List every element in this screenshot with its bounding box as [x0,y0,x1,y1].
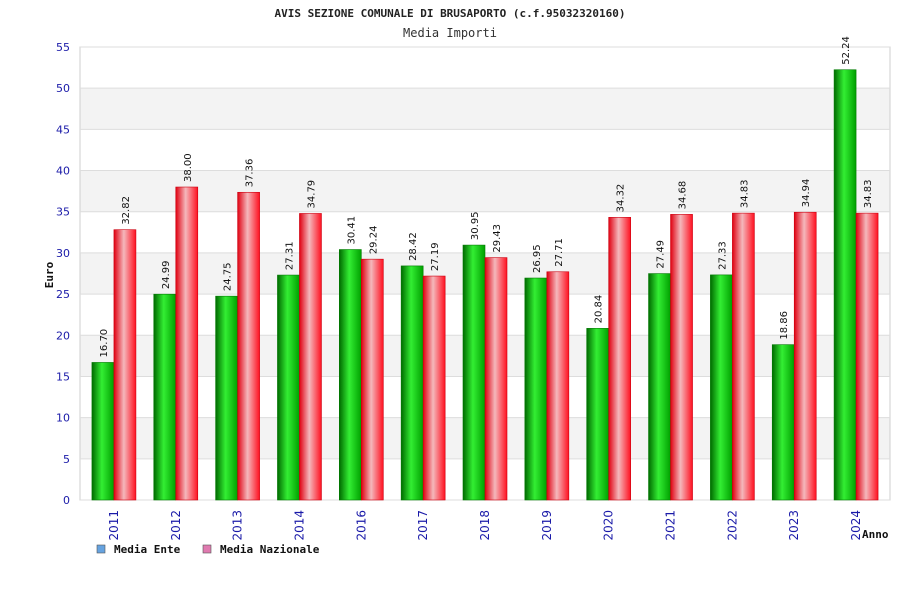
legend-swatch-media-ente [96,544,106,554]
value-label: 32.82 [121,196,132,225]
bar-media-ente [91,362,115,501]
x-tick-label: 2023 [787,510,801,541]
x-tick-label: 2011 [107,510,121,541]
y-tick-label: 45 [56,123,70,136]
x-tick-label: 2014 [292,510,306,541]
bar-media-ente [462,244,486,501]
legend-swatch-media-nazionale [202,544,212,554]
plot-band [80,129,890,171]
bars [91,69,879,501]
y-tick-label: 25 [56,288,70,301]
bar-media-nazionale [361,258,384,501]
bar-media-ente [710,274,733,501]
value-label: 34.32 [616,184,627,213]
bar-media-ente [215,295,238,501]
value-label: 30.95 [470,211,481,240]
bar-media-ente [648,273,671,501]
x-tick-label: 2024 [849,510,863,541]
x-tick-label: 2013 [231,510,245,541]
value-label: 16.70 [99,329,110,358]
x-tick-label: 2022 [725,510,739,541]
x-tick-label: 2017 [416,510,430,541]
x-tick-label: 2018 [478,510,492,541]
plot-band [80,47,890,89]
bar-media-nazionale [113,229,137,501]
value-label: 24.99 [161,261,172,290]
y-tick-label: 30 [56,247,70,260]
value-label: 24.75 [223,263,234,292]
x-axis-ticks: 2011 2012 2013 2014 2016 2017 2018 2019 2020 2021… [107,510,863,541]
y-tick-label: 10 [56,412,70,425]
x-tick-label: 2016 [354,510,368,541]
x-axis-label: Anno [862,528,889,541]
chart-subtitle: Media Importi [403,26,497,40]
value-label: 27.71 [554,238,565,267]
bar-media-ente [524,277,548,501]
chart-title: AVIS SEZIONE COMUNALE DI BRUSAPORTO (c.f… [275,7,626,20]
y-tick-label: 20 [56,329,70,342]
y-tick-label: 15 [56,370,70,383]
bar-media-ente [771,344,795,501]
y-axis-label: Euro [43,261,56,288]
x-tick-label: 2020 [602,510,616,541]
bar-media-ente [586,328,609,501]
bar-media-ente [277,274,300,501]
value-label: 18.86 [779,311,790,340]
x-tick-label: 2012 [169,510,183,541]
value-label: 26.95 [532,244,543,273]
value-label: 34.83 [739,179,750,208]
y-tick-label: 5 [63,453,70,466]
plot-band [80,88,890,130]
value-label: 27.19 [430,242,441,271]
value-label: 20.84 [594,295,605,324]
bar-media-nazionale [484,257,508,501]
x-tick-label: 2021 [664,510,678,541]
legend-label-media-ente: Media Ente [114,543,181,556]
plot-band [80,170,890,212]
bar-media-nazionale [670,214,693,501]
bar-media-nazionale [422,275,446,501]
value-label: 29.24 [368,226,379,255]
y-tick-label: 55 [56,41,70,54]
value-label: 38.00 [183,153,194,182]
y-axis-ticks: 0 5 10 15 20 25 30 35 40 45 50 55 [56,41,70,507]
bar-media-nazionale [855,212,879,501]
bar-media-nazionale [732,212,755,501]
bar-media-ente [833,69,857,501]
value-labels: 16.70 32.82 24.99 38.00 24.75 37.36 27.31 34.79… [99,36,874,357]
bar-media-nazionale [299,213,322,501]
y-tick-label: 35 [56,206,70,219]
value-label: 30.41 [346,216,357,245]
bar-media-nazionale [608,217,631,501]
bar-media-ente [153,293,177,501]
bar-media-nazionale [793,211,817,501]
legend: Media Ente Media Nazionale [96,543,320,556]
value-label: 27.33 [717,241,728,270]
value-label: 34.68 [678,181,689,210]
value-label: 34.79 [306,180,317,209]
bar-media-nazionale [237,191,260,501]
y-tick-label: 40 [56,165,70,178]
value-label: 37.36 [245,159,256,188]
value-label: 34.83 [863,179,874,208]
value-label: 27.49 [656,240,667,269]
value-label: 28.42 [408,232,419,261]
value-label: 52.24 [841,36,852,65]
value-label: 34.94 [801,179,812,208]
bar-media-ente [400,265,424,501]
y-tick-label: 0 [63,494,70,507]
bar-media-nazionale [546,271,570,501]
value-label: 27.31 [284,241,295,270]
x-tick-label: 2019 [540,510,554,541]
y-tick-label: 50 [56,82,70,95]
bar-media-nazionale [175,186,199,501]
bar-media-ente [339,249,362,501]
legend-label-media-nazionale: Media Nazionale [220,543,320,556]
value-label: 29.43 [492,224,503,253]
